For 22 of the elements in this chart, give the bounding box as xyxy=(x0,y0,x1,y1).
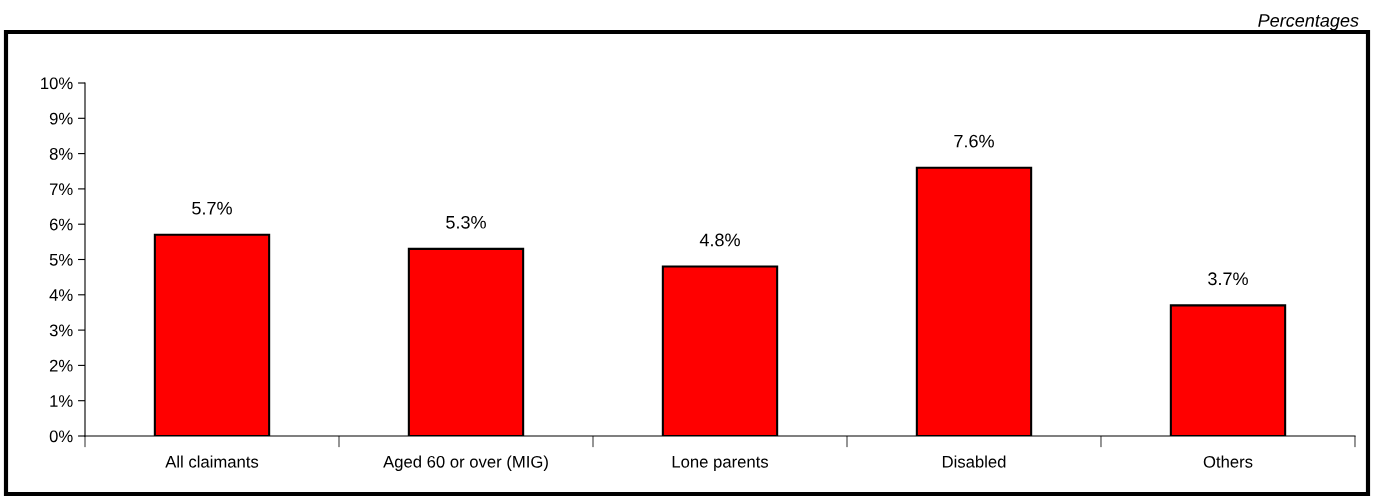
x-tick-label: Lone parents xyxy=(672,456,769,471)
y-tick-label: 4% xyxy=(49,289,73,301)
y-tick-label: 10% xyxy=(41,77,73,90)
x-tick-label: Others xyxy=(1203,455,1253,468)
data-label: 4.8% xyxy=(699,233,740,247)
x-tick-label: Disabled xyxy=(942,455,1006,468)
data-label: 5.3% xyxy=(446,215,486,229)
y-tick-label: 8% xyxy=(49,148,73,160)
y-tick-label: 9% xyxy=(49,112,73,125)
y-tick-label: 3% xyxy=(49,324,73,337)
x-tick-label: All claimants xyxy=(165,455,259,468)
y-tick-label: 5% xyxy=(49,253,73,266)
text: Percentages xyxy=(1258,14,1359,31)
x-tick-label: Aged 60 or over (MIG) xyxy=(383,455,548,471)
data-label: 7.6% xyxy=(954,134,994,148)
y-tick-label: 7% xyxy=(49,183,73,196)
data-label: 5.7% xyxy=(192,201,232,215)
data-label: 3.7% xyxy=(1208,272,1248,286)
y-tick-label: 2% xyxy=(49,359,73,372)
y-tick-label: 6% xyxy=(49,218,73,231)
y-tick-label: 1% xyxy=(50,395,73,407)
y-tick-label: 0% xyxy=(49,430,73,443)
